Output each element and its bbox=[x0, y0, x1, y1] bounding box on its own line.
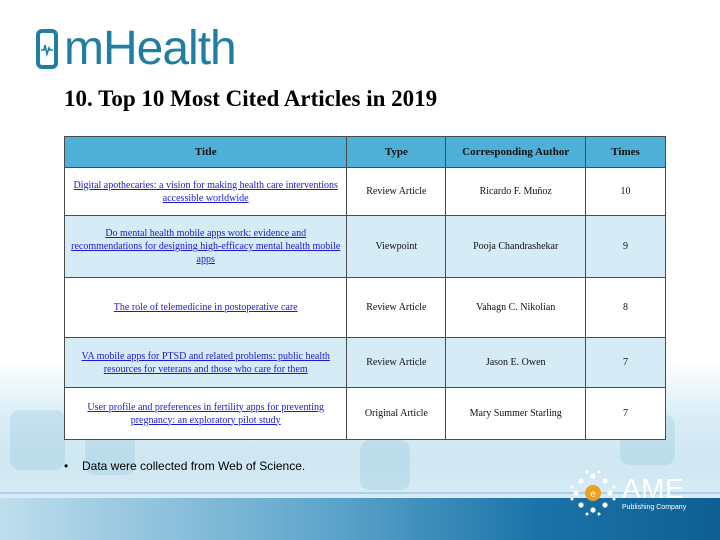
background-tile bbox=[360, 440, 410, 490]
phone-heartbeat-icon bbox=[36, 29, 58, 69]
table-row: Do mental health mobile apps work: evide… bbox=[63, 215, 666, 278]
column-header-type: Type bbox=[346, 136, 447, 168]
article-link[interactable]: VA mobile apps for PTSD and related prob… bbox=[81, 350, 330, 375]
author-cell: Mary Summer Starling bbox=[445, 387, 587, 440]
author-cell: Vahagn C. Nikolian bbox=[445, 277, 587, 338]
times-cell: 10 bbox=[585, 167, 666, 216]
ame-dots-logo-icon: e bbox=[570, 470, 616, 516]
author-cell: Jason E. Owen bbox=[445, 337, 587, 388]
column-header-times: Times bbox=[585, 136, 666, 168]
table-header-row: Title Type Corresponding Author Times bbox=[63, 136, 666, 168]
times-cell: 7 bbox=[585, 387, 666, 440]
articles-table: Title Type Corresponding Author Times Di… bbox=[63, 136, 666, 440]
table-row: VA mobile apps for PTSD and related prob… bbox=[63, 337, 666, 388]
table-row: The role of telemedicine in postoperativ… bbox=[63, 277, 666, 338]
bullet: • bbox=[64, 459, 69, 473]
column-header-title: Title bbox=[63, 136, 348, 168]
title-cell: VA mobile apps for PTSD and related prob… bbox=[63, 337, 348, 388]
background-line bbox=[0, 492, 720, 494]
title-cell: The role of telemedicine in postoperativ… bbox=[63, 277, 348, 338]
column-header-author: Corresponding Author bbox=[445, 136, 587, 168]
table-row: User profile and preferences in fertilit… bbox=[63, 387, 666, 440]
logo-text: mHealth bbox=[64, 22, 237, 75]
article-link[interactable]: User profile and preferences in fertilit… bbox=[87, 401, 324, 426]
table-row: Digital apothecaries: a vision for makin… bbox=[63, 167, 666, 216]
times-cell: 7 bbox=[585, 337, 666, 388]
background-footer bbox=[0, 498, 720, 540]
type-cell: Review Article bbox=[346, 167, 447, 216]
times-cell: 8 bbox=[585, 277, 666, 338]
note-text: Data were collected from Web of Science. bbox=[82, 459, 306, 473]
svg-text:e: e bbox=[590, 489, 596, 500]
title-cell: Do mental health mobile apps work: evide… bbox=[63, 215, 348, 278]
publisher-subtitle: Publishing Company bbox=[622, 503, 687, 511]
type-cell: Review Article bbox=[346, 277, 447, 338]
type-cell: Viewpoint bbox=[346, 215, 447, 278]
background-tile bbox=[10, 410, 65, 470]
article-link[interactable]: Digital apothecaries: a vision for makin… bbox=[73, 179, 338, 204]
type-cell: Original Article bbox=[346, 387, 447, 440]
title-cell: User profile and preferences in fertilit… bbox=[63, 387, 348, 440]
author-cell: Pooja Chandrashekar bbox=[445, 215, 587, 278]
page-title: 10. Top 10 Most Cited Articles in 2019 bbox=[64, 86, 438, 111]
ame-logo: e AME Publishing Company bbox=[570, 470, 686, 516]
publisher-name: AME bbox=[622, 472, 685, 504]
title-cell: Digital apothecaries: a vision for makin… bbox=[63, 167, 348, 216]
type-cell: Review Article bbox=[346, 337, 447, 388]
author-cell: Ricardo F. Muñoz bbox=[445, 167, 587, 216]
article-link[interactable]: The role of telemedicine in postoperativ… bbox=[113, 302, 298, 313]
article-link[interactable]: Do mental health mobile apps work: evide… bbox=[71, 228, 341, 265]
times-cell: 9 bbox=[585, 215, 666, 278]
data-source-note: • Data were collected from Web of Science… bbox=[64, 459, 305, 473]
mhealth-logo: mHealth bbox=[36, 22, 237, 75]
